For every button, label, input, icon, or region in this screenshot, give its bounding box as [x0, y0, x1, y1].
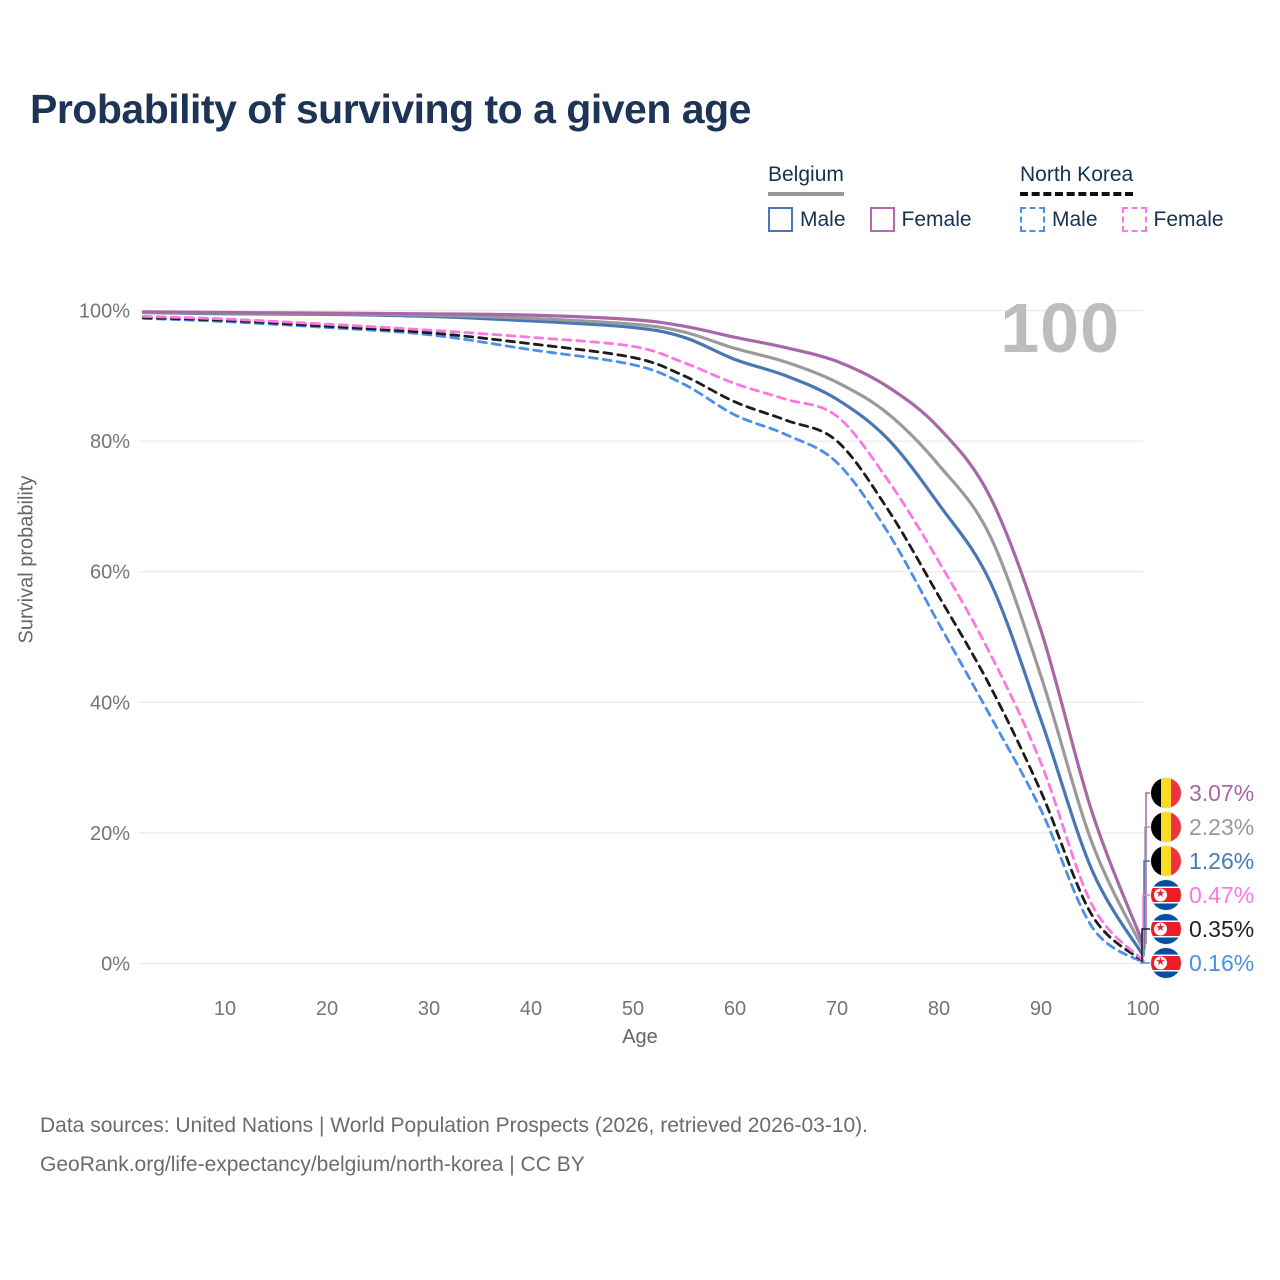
end-label-value: 3.07%: [1189, 779, 1255, 806]
x-tick-label: 60: [724, 998, 746, 1020]
legend-swatch-icon: [869, 207, 895, 232]
end-label-value: 0.16%: [1189, 949, 1255, 976]
end-label-north-korea: 0.35%: [1151, 912, 1254, 946]
x-tick-label: 90: [1030, 998, 1052, 1020]
legend-item-male: Male: [768, 207, 846, 232]
legend-item-label: Female: [1153, 207, 1224, 231]
x-tick-label: 70: [826, 998, 848, 1020]
legend-item-female: Female: [1121, 207, 1224, 232]
end-label-belgium-male: 1.26%: [1151, 844, 1254, 878]
legend-group-belgium: Belgium Male Female: [768, 163, 996, 232]
y-tick-label: 0%: [101, 954, 130, 976]
series-line-belgium-female: [141, 310, 1145, 946]
end-label-belgium: 2.23%: [1151, 810, 1254, 844]
x-tick-label: 30: [418, 998, 440, 1020]
end-label-value: 0.47%: [1189, 881, 1255, 908]
survival-chart: 0% 20% 40% 60% 80% 100% 10 20 30 40 50 60 70 80 90 100: [79, 301, 1160, 1021]
footer-link-line: GeoRank.org/life-expectancy/belgium/nort…: [40, 1153, 585, 1176]
north-korea-flag-icon: [1151, 948, 1181, 978]
y-tick-label: 60%: [90, 562, 130, 584]
belgium-flag-icon: [1151, 778, 1181, 808]
y-tick-label: 20%: [90, 823, 130, 845]
footer-source-line: Data sources: United Nations | World Pop…: [40, 1114, 869, 1137]
end-label-value: 2.23%: [1189, 813, 1255, 840]
x-tick-label: 100: [1126, 998, 1159, 1020]
belgium-flag-icon: [1151, 812, 1181, 842]
legend-country-label: North Korea: [1020, 163, 1134, 196]
x-tick-label: 50: [622, 998, 644, 1020]
legend-items-row: Male Female: [768, 207, 996, 232]
series-line-belgium-male: [141, 310, 1145, 957]
north-korea-flag-icon: [1151, 914, 1181, 944]
x-axis-title: Age: [622, 1026, 658, 1048]
series-line-north-korea-female: [142, 315, 1145, 962]
legend-group-north-korea: North Korea Male Female: [1020, 163, 1248, 232]
end-label-north-korea-male: 0.16%: [1151, 946, 1254, 980]
x-tick-label: 40: [520, 998, 542, 1020]
legend-swatch-icon: [1121, 207, 1147, 232]
y-tick-label: 80%: [90, 431, 130, 453]
end-label-north-korea-female: 0.47%: [1151, 878, 1254, 912]
x-tick-label: 10: [214, 998, 236, 1020]
end-label-belgium-female: 3.07%: [1151, 776, 1254, 810]
series-line-belgium: [141, 310, 1145, 951]
x-tick-label: 20: [316, 998, 338, 1020]
end-label-connector: [1141, 928, 1150, 962]
end-label-connector: [1140, 961, 1150, 964]
chart-title: Probability of surviving to a given age: [30, 86, 751, 132]
legend-swatch-icon: [1020, 207, 1045, 232]
series-line-north-korea: [142, 316, 1145, 963]
end-label-value: 0.35%: [1189, 915, 1255, 942]
footer: Data sources: United Nations | World Pop…: [40, 1106, 868, 1184]
end-label-connector: [1142, 894, 1150, 961]
y-tick-label: 100%: [79, 301, 130, 323]
series-line-north-korea-male: [142, 316, 1145, 964]
legend-item-label: Female: [901, 207, 972, 231]
legend-item-label: Male: [800, 207, 846, 231]
legend-item-female: Female: [869, 207, 972, 232]
legend-item-label: Male: [1052, 207, 1098, 231]
x-tick-label: 80: [928, 998, 950, 1020]
legend-items-row: Male Female: [1020, 207, 1248, 232]
y-tick-label: 40%: [90, 692, 130, 714]
north-korea-flag-icon: [1151, 880, 1181, 910]
end-label-value: 1.26%: [1189, 847, 1255, 874]
legend-country-label: Belgium: [768, 163, 844, 196]
watermark-age-100: 100: [1000, 289, 1120, 367]
legend-item-male: Male: [1020, 207, 1098, 232]
legend-swatch-icon: [768, 207, 793, 232]
belgium-flag-icon: [1151, 846, 1181, 876]
y-axis-title: Survival probability: [15, 475, 38, 644]
